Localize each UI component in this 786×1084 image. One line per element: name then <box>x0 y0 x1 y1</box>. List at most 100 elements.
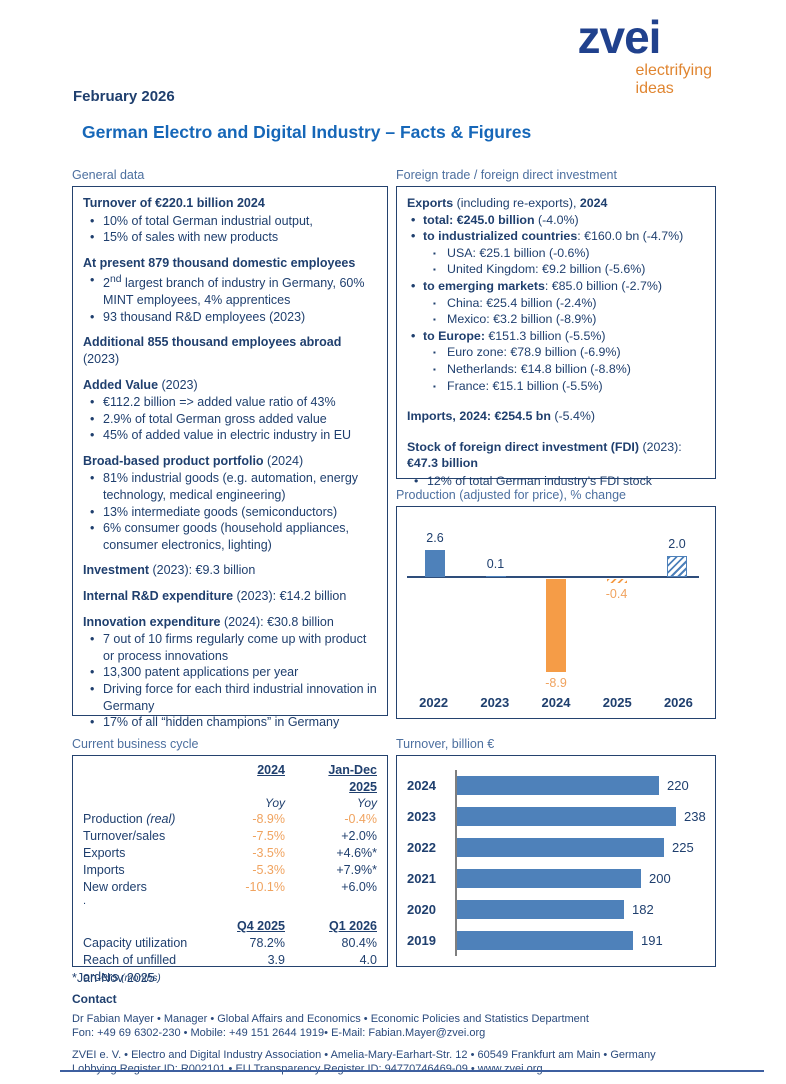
section-bullets: 81% industrial goods (e.g. automation, e… <box>83 470 377 553</box>
foreign-trade-box: Exports (including re-exports), 2024tota… <box>396 186 716 489</box>
bullet-item: 45% of added value in electric industry … <box>83 427 377 444</box>
turnover-bar-zone: 220 <box>455 770 707 801</box>
bullet-item: €112.2 billion => added value ratio of 4… <box>83 394 377 411</box>
cycle-value-2024: -8.9% <box>252 812 285 826</box>
contact-line: Dr Fabian Mayer • Manager • Global Affai… <box>72 1013 589 1025</box>
exports-subitem: Netherlands: €14.8 billion (-8.8%) <box>423 361 705 378</box>
section-heading: Turnover of €220.1 billion 2024 <box>83 195 377 212</box>
foreign-trade-label: Foreign trade / foreign direct investmen… <box>396 168 617 182</box>
bullet-item: 81% industrial goods (e.g. automation, e… <box>83 470 377 503</box>
cycle-quarter-value-2: 4.0 <box>359 953 377 967</box>
general-data-section: Broad-based product portfolio (2024)81% … <box>83 453 377 554</box>
exports-subitem: China: €25.4 billion (-2.4%) <box>423 295 705 312</box>
section-heading-suffix: (2023) <box>158 377 198 392</box>
turnover-bar-zone: 238 <box>455 801 707 832</box>
bullet-text: 2 <box>103 276 110 291</box>
turnover-row: 2022 225 <box>407 832 707 863</box>
general-data-section: Investment (2023): €9.3 billion <box>83 562 377 579</box>
general-data-section: Added Value (2023)€112.2 billion => adde… <box>83 377 377 444</box>
turnover-year-label: 2024 <box>407 778 436 793</box>
contact-line: Lobbying Register ID: R002101 • EU Trans… <box>72 1063 543 1075</box>
turnover-bar-zone: 225 <box>455 832 707 863</box>
section-heading: At present 879 thousand domestic employe… <box>83 255 377 272</box>
production-value-label: 2.6 <box>426 531 444 545</box>
exports-item-label: to Europe: <box>423 328 485 343</box>
section-heading-suffix: (2023): €14.2 billion <box>233 589 347 604</box>
exports-sublist: USA: €25.1 billion (-0.6%)United Kingdom… <box>423 245 705 279</box>
general-data-section: Turnover of €220.1 billion 2024 10% of to… <box>83 195 377 246</box>
production-column: 2.0 <box>645 515 709 693</box>
bullet-superscript: nd <box>109 274 122 286</box>
bullet-text: largest branch of industry in Germany, 6… <box>103 276 365 308</box>
cycle-row-label-small: (months) <box>118 973 161 984</box>
general-data-list: Turnover of €220.1 billion 2024 10% of to… <box>83 195 377 731</box>
production-value-label: 2.0 <box>668 537 686 551</box>
general-data-section: Innovation expenditure (2024): €30.8 bil… <box>83 614 377 731</box>
turnover-value-label: 238 <box>684 809 706 824</box>
section-heading-bold: Innovation expenditure <box>83 614 221 629</box>
cycle-row-label: Exports <box>83 846 126 860</box>
turnover-row: 2020 182 <box>407 894 707 925</box>
turnover-row: 2023 238 <box>407 801 707 832</box>
turnover-value-label: 220 <box>667 778 689 793</box>
bullet-item: 6% consumer goods (household appliances,… <box>83 520 377 553</box>
section-heading-bold: Broad-based product portfolio <box>83 453 264 468</box>
cycle-row-label: New orders <box>83 880 147 894</box>
section-heading: Broad-based product portfolio (2024) <box>83 453 377 470</box>
section-heading-suffix: (2024): €30.8 billion <box>220 614 334 629</box>
production-chart-title: Production (adjusted for price), % chang… <box>396 488 626 502</box>
cycle-unit-label: Yoy <box>356 796 377 810</box>
exports-item: to Europe: €151.3 billion (-5.5%)Euro zo… <box>407 328 705 395</box>
turnover-bar-zone: 200 <box>455 863 707 894</box>
exports-item: to industrialized countries: €160.0 bn (… <box>407 228 705 278</box>
production-x-axis <box>407 576 699 578</box>
business-cycle-box: 2024 Jan-Dec 2025 Yoy Yoy Production (real) -8… <box>72 755 388 984</box>
fdi-amount: €47.3 billion <box>407 456 478 471</box>
production-column: 2.6 <box>403 515 467 693</box>
cycle-unit-label: Yoy <box>264 796 285 810</box>
fdi-year: (2023): <box>639 439 682 454</box>
business-cycle-table: 2024 Jan-Dec 2025 Yoy Yoy Production (real) -8… <box>83 762 377 987</box>
production-year-label: 2023 <box>480 695 510 710</box>
exports-heading-part: (including re-exports), <box>453 196 580 210</box>
fdi-bullets: 12% of total German industry’s FDI stock <box>407 473 705 490</box>
exports-item-label: to industrialized countries <box>423 229 578 244</box>
cycle-row-label: Capacity utilization <box>83 936 188 950</box>
bullet-item: 13% intermediate goods (semiconductors) <box>83 504 377 521</box>
fdi-block: Stock of foreign direct investment (FDI)… <box>407 439 705 490</box>
exports-item-value: : €160.0 bn (-4.7%) <box>577 229 684 244</box>
imports-value: (-5.4%) <box>550 409 596 424</box>
cycle-header-line: 2025 <box>349 780 377 794</box>
cycle-column-header: 2024 <box>209 762 285 796</box>
cycle-quarter-header: Q4 2025 <box>237 919 285 933</box>
production-year-label: 2022 <box>419 695 449 710</box>
bullet-item: 13,300 patent applications per year <box>83 664 377 681</box>
production-column: -8.9 <box>524 515 588 693</box>
turnover-bar-2021 <box>457 869 641 888</box>
contact-person: Dr Fabian Mayer • Manager • Global Affai… <box>72 1012 732 1040</box>
exports-item-label: to emerging markets <box>423 278 545 293</box>
stray-dot: . <box>83 895 87 907</box>
cycle-value-2025: +4.6%* <box>336 846 377 860</box>
turnover-bar-2019 <box>457 931 633 950</box>
turnover-value-label: 182 <box>632 902 654 917</box>
production-year-label: 2026 <box>663 695 693 710</box>
fdi-label: Stock of foreign direct investment (FDI) <box>407 439 640 454</box>
turnover-year-label: 2019 <box>407 933 436 948</box>
cycle-quarter-header: Q1 2026 <box>329 919 377 933</box>
production-bar-2026 <box>667 556 687 577</box>
zvei-logo: zvei electrifying ideas <box>578 14 712 98</box>
contact-section: Contact Dr Fabian Mayer • Manager • Glob… <box>72 992 732 1084</box>
section-heading-suffix: (2023): €9.3 billion <box>149 563 256 578</box>
cycle-value-2024: -5.3% <box>252 863 285 877</box>
turnover-chart-title: Turnover, billion € <box>396 737 495 751</box>
section-heading: Investment (2023): €9.3 billion <box>83 562 377 579</box>
cycle-column-header: Jan-Dec 2025 <box>285 762 377 796</box>
production-bar-2025 <box>606 579 627 583</box>
section-heading: Added Value (2023) <box>83 377 377 394</box>
section-heading-bold: At present 879 thousand domestic employe… <box>83 255 356 270</box>
general-data-section: Internal R&D expenditure (2023): €14.2 b… <box>83 588 377 605</box>
exports-subitem: Euro zone: €78.9 billion (-6.9%) <box>423 344 705 361</box>
exports-item-value: (-4.0%) <box>534 212 579 227</box>
cycle-value-2024: -3.5% <box>252 846 285 860</box>
